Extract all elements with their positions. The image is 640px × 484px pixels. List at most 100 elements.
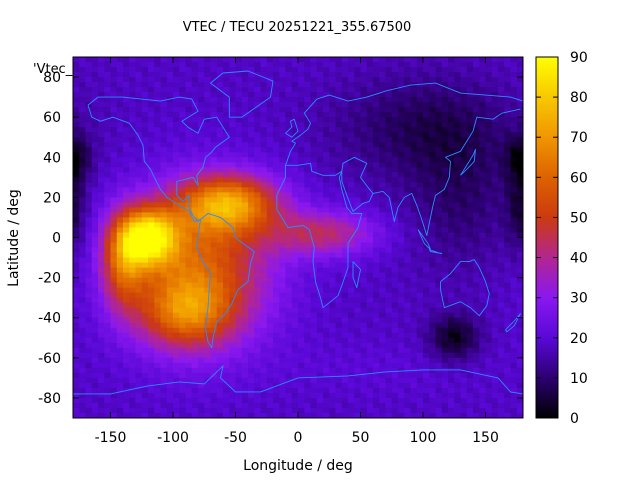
heatmap-cell [85,77,93,83]
heatmap-cell [516,212,524,218]
heatmap-cell [173,367,180,374]
heatmap-cell [85,402,93,409]
heatmap-cell [410,92,418,98]
heatmap-cell [241,102,249,108]
heatmap-cell [448,372,455,379]
heatmap-cell [191,162,199,168]
heatmap-cell [466,337,474,344]
heatmap-cell [510,327,518,334]
heatmap-cell [91,397,99,404]
heatmap-cell [454,177,461,183]
heatmap-cell [441,122,449,128]
heatmap-cell [79,382,86,389]
heatmap-cell [510,262,518,268]
heatmap-cell [160,117,168,123]
heatmap-cell [498,117,505,123]
heatmap-cell [154,212,161,218]
heatmap-cell [79,297,86,304]
heatmap-cell [460,92,468,98]
heatmap-cell [398,142,405,148]
heatmap-cell [254,337,261,344]
heatmap-cell [85,137,93,143]
heatmap-cell [254,237,261,243]
heatmap-cell [260,232,268,238]
heatmap-cell [223,97,230,103]
heatmap-cell [154,327,161,334]
heatmap-cell [260,212,268,218]
heatmap-cell [260,297,268,304]
heatmap-cell [141,122,149,128]
heatmap-cell [79,372,86,379]
heatmap-cell [429,162,436,168]
heatmap-cell [379,77,386,83]
heatmap-cell [441,272,449,279]
heatmap-cell [104,357,111,364]
heatmap-cell [491,332,499,339]
heatmap-cell [279,332,286,339]
heatmap-cell [110,322,118,329]
heatmap-cell [323,122,330,128]
heatmap-cell [266,157,274,163]
heatmap-cell [335,197,343,203]
heatmap-cell [504,127,511,133]
heatmap-cell [216,297,224,304]
heatmap-cell [141,242,149,248]
heatmap-cell [304,287,311,294]
heatmap-cell [479,317,486,324]
heatmap-cell [198,232,205,238]
heatmap-cell [191,207,199,213]
heatmap-cell [135,87,143,93]
heatmap-cell [166,267,174,273]
heatmap-cell [166,57,174,63]
heatmap-cell [91,142,99,148]
heatmap-cell [266,117,274,123]
heatmap-cell [379,137,386,143]
heatmap-cell [398,187,405,193]
heatmap-cell [485,287,493,294]
heatmap-cell [323,372,330,379]
heatmap-cell [360,217,368,223]
heatmap-cell [110,132,118,138]
heatmap-cell [479,77,486,83]
heatmap-cell [73,172,80,178]
heatmap-cell [154,312,161,319]
heatmap-cell [173,372,180,379]
heatmap-cell [329,387,336,394]
heatmap-cell [341,262,349,268]
heatmap-cell [298,387,305,394]
heatmap-cell [510,82,518,88]
heatmap-cell [423,87,430,93]
heatmap-cell [135,377,143,384]
heatmap-cell [79,277,86,284]
heatmap-cell [216,372,224,379]
heatmap-cell [129,172,136,178]
heatmap-cell [260,392,268,399]
heatmap-cell [454,247,461,253]
heatmap-cell [135,57,143,63]
heatmap-cell [516,177,524,183]
heatmap-cell [410,72,418,78]
heatmap-cell [504,387,511,394]
heatmap-cell [154,162,161,168]
heatmap-cell [416,282,424,289]
heatmap-cell [110,287,118,294]
heatmap-cell [129,237,136,243]
heatmap-cell [91,257,99,263]
heatmap-cell [335,302,343,309]
heatmap-cell [266,287,274,294]
heatmap-cell [216,137,224,143]
heatmap-cell [510,292,518,299]
heatmap-cell [473,242,480,248]
heatmap-cell [373,82,380,88]
heatmap-cell [410,162,418,168]
heatmap-cell [185,187,193,193]
heatmap-cell [91,122,99,128]
heatmap-cell [260,372,268,379]
heatmap-cell [510,357,518,364]
heatmap-cell [116,247,124,253]
heatmap-cell [79,192,86,198]
heatmap-cell [198,132,205,138]
heatmap-cell [160,67,168,73]
heatmap-cell [85,347,93,354]
heatmap-cell [285,372,293,379]
